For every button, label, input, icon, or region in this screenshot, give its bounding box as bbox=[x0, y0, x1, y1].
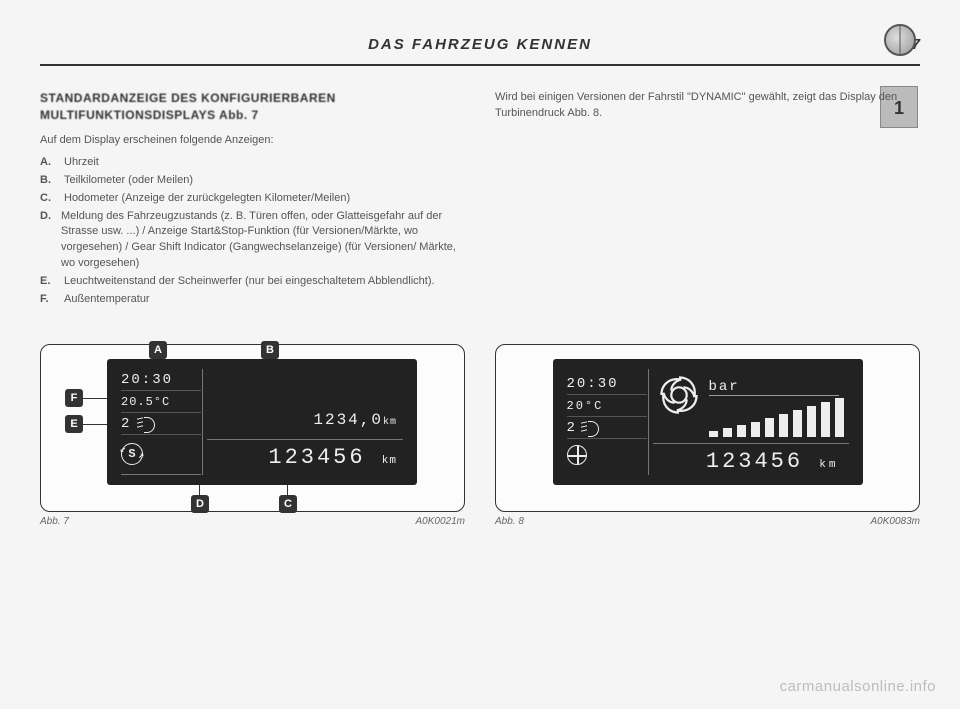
display-left-stack: 20:30 20.5°C 2 S ↙ ↗ bbox=[121, 369, 201, 475]
figure-7: A B F E D C 20:30 20.5°C 2 bbox=[40, 344, 465, 527]
headlamp-row: 2 bbox=[121, 413, 201, 435]
fig-code: A0K0083m bbox=[871, 516, 920, 527]
callout-b: B bbox=[261, 341, 279, 359]
clock-value: 20:30 bbox=[121, 369, 201, 391]
list-item: C. Hodometer (Anzeige der zurückgelegten … bbox=[40, 191, 465, 207]
list-letter: D. bbox=[40, 209, 51, 273]
list-text: Außentemperatur bbox=[64, 292, 150, 308]
headlamp-level: 2 bbox=[567, 417, 577, 439]
bar-segment bbox=[793, 410, 802, 437]
list-item: A. Uhrzeit bbox=[40, 155, 465, 171]
list-letter: E. bbox=[40, 274, 54, 290]
odo-value: 123456 bbox=[268, 445, 365, 470]
display-left-stack: 20:30 20°C 2 bbox=[567, 373, 647, 465]
bar-segment bbox=[751, 422, 760, 437]
multifunction-display: 20:30 20.5°C 2 S ↙ ↗ bbox=[107, 359, 417, 485]
callout-e: E bbox=[65, 415, 83, 433]
turbo-icon bbox=[657, 373, 701, 417]
list-text: Teilkilometer (oder Meilen) bbox=[64, 173, 193, 189]
alfa-romeo-logo-icon bbox=[884, 24, 916, 56]
callout-d: D bbox=[191, 495, 209, 513]
callout-lead bbox=[83, 424, 109, 425]
figure-8: 20:30 20°C 2 bbox=[495, 344, 920, 527]
trip-odometer: 1234,0km bbox=[313, 411, 397, 429]
bar-segment bbox=[835, 398, 844, 437]
bar-scale-line bbox=[709, 395, 839, 396]
low-beam-icon bbox=[581, 421, 599, 435]
outside-temp: 20.5°C bbox=[121, 391, 201, 413]
callout-lead bbox=[83, 398, 109, 399]
display-main: bar 123456 km bbox=[653, 369, 849, 475]
bar-segment bbox=[709, 431, 718, 437]
turbo-bar-chart bbox=[709, 397, 844, 437]
intro-text: Auf dem Display erscheinen folgende Anze… bbox=[40, 133, 465, 149]
manual-page: DAS FAHRZEUG KENNEN 27 1 STANDARDANZEIGE… bbox=[40, 30, 920, 670]
list-text: Meldung des Fahrzeugzustands (z. B. Türe… bbox=[61, 209, 465, 273]
list-item: D.Meldung des Fahrzeugzustands (z. B. Tü… bbox=[40, 209, 465, 273]
list-item: E. Leuchtweitenstand der Scheinwerfer (nu… bbox=[40, 274, 465, 290]
list-text: Hodometer (Anzeige der zurückgelegten Ki… bbox=[64, 191, 350, 207]
definition-list: A. Uhrzeit B. Teilkilometer (oder Meilen) C.… bbox=[40, 155, 465, 308]
total-odometer: 123456 km bbox=[268, 445, 397, 470]
figure-8-frame: 20:30 20°C 2 bbox=[495, 344, 920, 512]
bar-segment bbox=[765, 418, 774, 437]
content-columns: STANDARDANZEIGE DES KONFIGURIERBAREN MUL… bbox=[40, 66, 920, 310]
figure-7-frame: A B F E D C 20:30 20.5°C 2 bbox=[40, 344, 465, 512]
bar-segment bbox=[779, 414, 788, 437]
odo-unit: km bbox=[819, 459, 838, 471]
start-stop-letter: S bbox=[128, 447, 135, 461]
globe-icon bbox=[567, 445, 587, 465]
outside-temp: 20°C bbox=[567, 395, 647, 417]
callout-f: F bbox=[65, 389, 83, 407]
odo-unit: km bbox=[382, 455, 397, 467]
dynamic-display: 20:30 20°C 2 bbox=[553, 359, 863, 485]
display-hr bbox=[207, 439, 403, 440]
trip-unit: km bbox=[383, 417, 397, 428]
left-column: STANDARDANZEIGE DES KONFIGURIERBAREN MUL… bbox=[40, 90, 465, 310]
callout-a: A bbox=[149, 341, 167, 359]
fig-label: Abb. 7 bbox=[40, 516, 69, 527]
bar-segment bbox=[821, 402, 830, 437]
start-stop-icon: S ↙ ↗ bbox=[121, 443, 143, 465]
odo-value: 123456 bbox=[706, 449, 803, 474]
start-stop-row: S ↙ ↗ bbox=[121, 435, 201, 473]
display-hr bbox=[653, 443, 849, 444]
header-title: DAS FAHRZEUG KENNEN bbox=[40, 30, 920, 60]
bar-segment bbox=[807, 406, 816, 437]
display-divider bbox=[648, 369, 649, 475]
total-odometer: 123456 km bbox=[706, 449, 839, 474]
bar-segment bbox=[737, 425, 746, 437]
list-text: Leuchtweitenstand der Scheinwerfer (nur … bbox=[64, 274, 435, 290]
figure-8-caption: Abb. 8 A0K0083m bbox=[495, 516, 920, 527]
right-column: Wird bei einigen Versionen der Fahrstil … bbox=[495, 90, 920, 310]
list-item: B. Teilkilometer (oder Meilen) bbox=[40, 173, 465, 189]
section-heading: STANDARDANZEIGE DES KONFIGURIERBAREN MUL… bbox=[40, 90, 465, 125]
display-main: 1234,0km 123456 km bbox=[207, 369, 403, 475]
list-item: F. Außentemperatur bbox=[40, 292, 465, 308]
dynamic-mode-paragraph: Wird bei einigen Versionen der Fahrstil … bbox=[495, 90, 920, 122]
fig-code: A0K0021m bbox=[416, 516, 465, 527]
display-divider bbox=[202, 369, 203, 475]
list-letter: A. bbox=[40, 155, 54, 171]
fig-label: Abb. 8 bbox=[495, 516, 524, 527]
list-text: Uhrzeit bbox=[64, 155, 99, 171]
list-letter: C. bbox=[40, 191, 54, 207]
headlamp-level: 2 bbox=[121, 413, 131, 435]
list-letter: B. bbox=[40, 173, 54, 189]
callout-c: C bbox=[279, 495, 297, 513]
watermark: carmanualsonline.info bbox=[780, 678, 936, 695]
bar-unit-label: bar bbox=[709, 379, 740, 395]
page-header: DAS FAHRZEUG KENNEN 27 bbox=[40, 30, 920, 66]
headlamp-row: 2 bbox=[567, 417, 647, 439]
trip-value: 1234,0 bbox=[313, 411, 383, 429]
list-letter: F. bbox=[40, 292, 54, 308]
low-beam-icon bbox=[137, 417, 155, 431]
figures-row: A B F E D C 20:30 20.5°C 2 bbox=[40, 344, 920, 527]
figure-7-caption: Abb. 7 A0K0021m bbox=[40, 516, 465, 527]
clock-value: 20:30 bbox=[567, 373, 647, 395]
bar-segment bbox=[723, 428, 732, 437]
